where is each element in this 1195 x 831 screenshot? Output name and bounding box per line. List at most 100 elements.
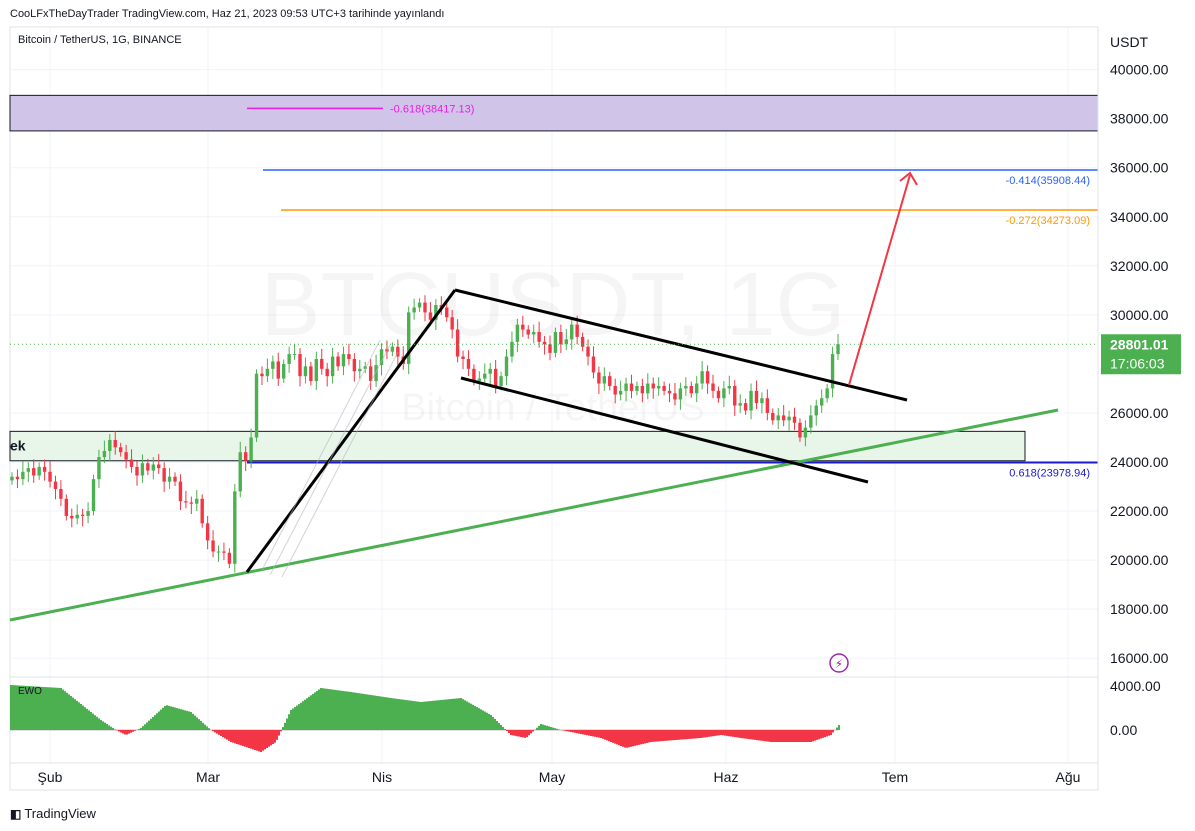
ewo-bar (326, 688, 328, 730)
candle-body (624, 383, 628, 391)
ewo-bar (244, 730, 246, 747)
ewo-bar (682, 730, 684, 740)
candle-body (493, 368, 498, 386)
ewo-bar (666, 730, 668, 741)
ewo-bar (126, 730, 128, 735)
ewo-bar (836, 727, 838, 730)
ewo-bar (598, 730, 600, 738)
ewo-bar (226, 730, 228, 740)
ewo-bar (514, 730, 516, 736)
bar-countdown: 17:06:03 (1110, 355, 1165, 371)
ewo-bar (406, 700, 408, 730)
x-tick-label: Nis (372, 769, 392, 785)
candle-body (336, 356, 340, 367)
ewo-bar (588, 730, 590, 736)
ewo-bar (96, 716, 98, 730)
ewo-bar (712, 730, 714, 737)
ewo-bar (698, 730, 700, 739)
ewo-bar (518, 730, 520, 737)
ewo-bar (622, 730, 624, 747)
candle-body (504, 356, 509, 377)
ewo-bar (296, 705, 298, 730)
tradingview-icon: ◧ (10, 806, 21, 821)
ewo-bar (34, 686, 36, 730)
candle-body (167, 476, 172, 482)
candle-body (53, 481, 58, 489)
ewo-bar (694, 730, 696, 739)
ewo-bar (176, 708, 178, 730)
ewo-bar (184, 710, 186, 730)
symbol-title: Bitcoin / TetherUS, 1G, BINANCE (18, 34, 182, 46)
candle-body (488, 368, 492, 374)
ewo-bar (496, 721, 498, 730)
ewo-bar (430, 701, 432, 730)
candle-body (48, 471, 52, 482)
ewo-bar (544, 725, 546, 730)
ewo-bar (692, 730, 694, 739)
ewo-bar (820, 730, 822, 739)
ewo-bar (70, 696, 72, 730)
candle-body (406, 312, 411, 364)
ewo-bar (112, 728, 114, 730)
y-tick-label: 30000.00 (1110, 307, 1169, 323)
candle-body (37, 466, 41, 476)
candle-body (86, 511, 90, 516)
channel-upper-line (454, 288, 908, 402)
ewo-bar (282, 727, 284, 730)
ewo-bar (788, 730, 790, 742)
ewo-bar (780, 730, 782, 742)
candle-body (673, 393, 677, 400)
ewo-bar (684, 730, 686, 740)
ewo-bar (524, 730, 526, 738)
ewo-indicator: EWO 4000.00 0.00 (10, 676, 1161, 752)
ewo-bar (640, 730, 642, 745)
pitchfork-guide (281, 351, 399, 578)
ewo-bar (738, 730, 740, 738)
ewo-bar (750, 730, 752, 740)
ewo-bar (144, 724, 146, 730)
ewo-bar (748, 730, 750, 740)
candle-body (651, 383, 655, 389)
ewo-bar (124, 730, 126, 735)
candle-body (135, 466, 139, 476)
ewo-bar (360, 693, 362, 730)
candle-body (635, 385, 639, 391)
candle-body (309, 366, 313, 382)
ewo-bar (410, 700, 412, 730)
ewo-bar (106, 724, 108, 730)
ewo-bar (644, 730, 646, 744)
ewo-bar (728, 730, 730, 737)
tradingview-logo[interactable]: ◧ TradingView (10, 806, 96, 821)
candle-body (738, 403, 742, 406)
ewo-bar (52, 687, 54, 730)
ewo-bar (756, 730, 758, 741)
ewo-bar (578, 730, 580, 734)
candle-body (146, 463, 150, 471)
ewo-bar (300, 702, 302, 730)
ewo-bar (808, 730, 810, 742)
last-price-value: 28801.01 (1110, 336, 1169, 352)
ewo-bar (408, 700, 410, 730)
ewo-bar (206, 726, 208, 730)
ewo-bar (422, 701, 424, 730)
candle-body (151, 464, 155, 471)
ewo-bar (48, 687, 50, 730)
candle-body (472, 368, 476, 382)
candle-body (629, 383, 634, 391)
ewo-bar (310, 695, 312, 730)
ewo-name: EWO (18, 686, 42, 697)
ewo-bar (286, 718, 288, 730)
candle-body (727, 385, 732, 389)
ewo-bar (368, 694, 370, 730)
ewo-bar (602, 730, 604, 739)
ewo-bar (650, 730, 652, 742)
ewo-bar (556, 728, 558, 730)
ewo-bar (700, 730, 702, 738)
ewo-bar (468, 702, 470, 730)
ewo-bar (464, 700, 466, 730)
ewo-bar (734, 730, 736, 738)
candle-body (836, 344, 840, 355)
ewo-bar (804, 730, 806, 742)
candle-body (64, 498, 69, 516)
